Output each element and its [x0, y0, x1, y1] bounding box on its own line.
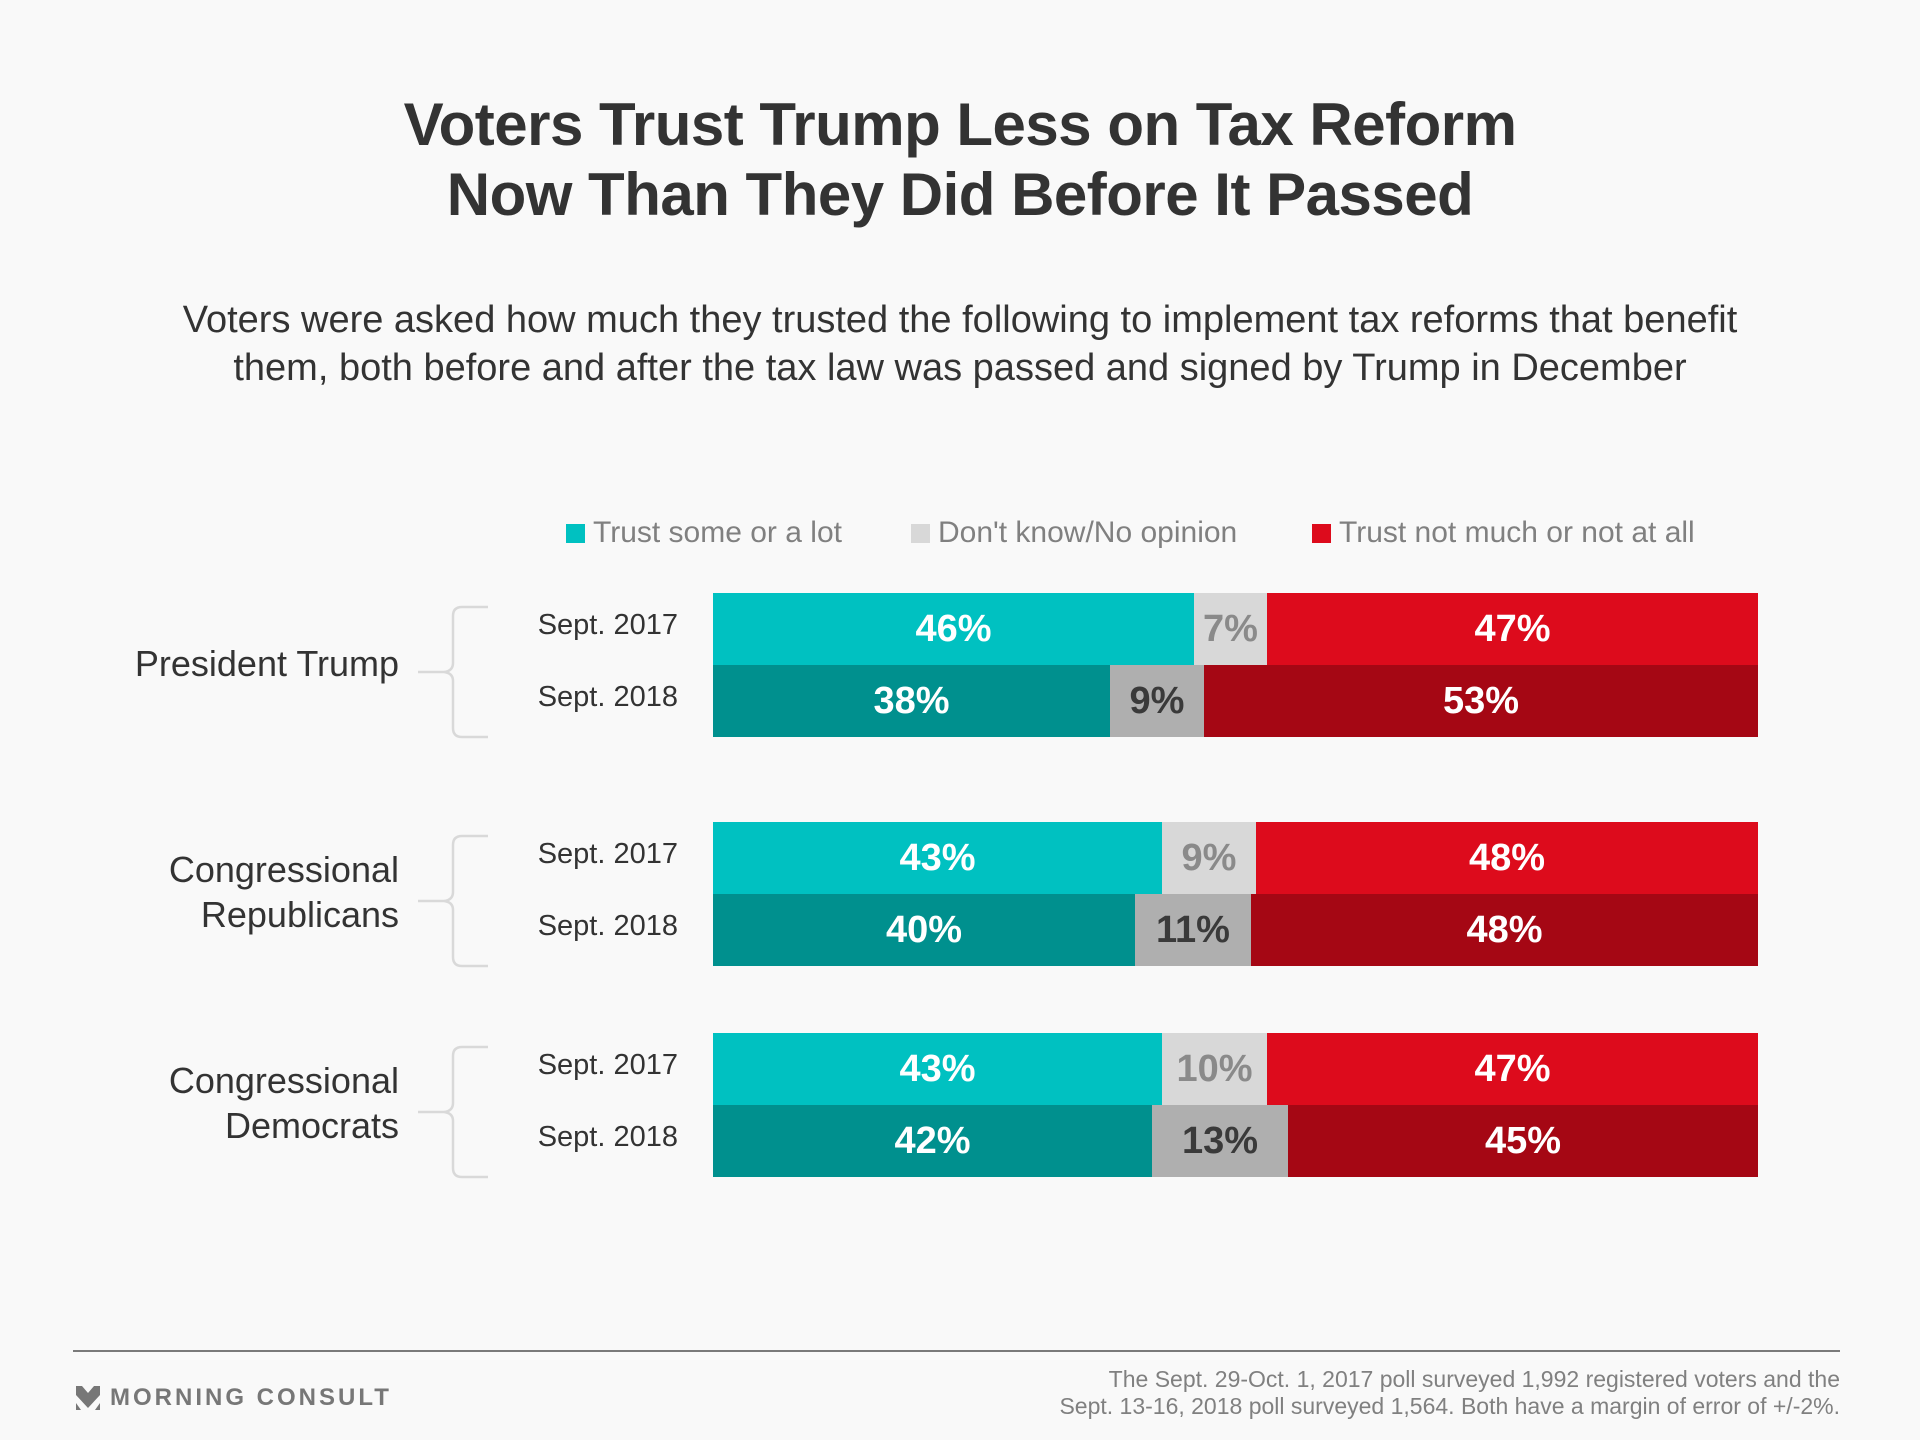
group-label-line: Republicans [200, 894, 399, 935]
methodology-note-line-1: The Sept. 29-Oct. 1, 2017 poll surveyed … [1108, 1366, 1840, 1392]
group-label-line: President Trump [134, 642, 399, 684]
bar-segment-distrust: 48% [1251, 894, 1758, 966]
footer-divider [73, 1350, 1840, 1352]
bar-segment-distrust: 47% [1267, 593, 1758, 665]
bar-segment-trust: 40% [713, 894, 1135, 966]
data-label: 40% [885, 908, 963, 951]
bar-segment-distrust: 53% [1204, 665, 1758, 737]
bar-row: 46% 7% 47% [713, 593, 1758, 665]
row-label: Sept. 2018 [537, 910, 678, 942]
data-label: 38% [873, 679, 950, 722]
data-label: 10% [1176, 1047, 1253, 1090]
legend-swatch-dont-know [911, 523, 930, 543]
data-label: 48% [1468, 836, 1546, 879]
data-label: 46% [915, 607, 992, 650]
chart-title-line-1: Voters Trust Trump Less on Tax Reform [403, 91, 1517, 158]
group-label: Congressional Republicans [169, 847, 399, 937]
chart-title-line-2: Now Than They Did Before It Passed [446, 161, 1474, 228]
chart-subtitle-line-2: them, both before and after the tax law … [233, 347, 1687, 389]
group-label: Congressional Democrats [169, 1058, 399, 1148]
legend-label-dont-know: Don't know/No opinion [938, 516, 1238, 549]
methodology-note-line-2: Sept. 13-16, 2018 poll surveyed 1,564. B… [1059, 1393, 1840, 1419]
bar-row: 43% 9% 48% [713, 822, 1758, 894]
row-label: Sept. 2018 [537, 1121, 678, 1153]
bar-segment-trust: 43% [713, 822, 1162, 894]
row-label: Sept. 2018 [537, 681, 678, 713]
legend-swatch-distrust [1312, 523, 1331, 543]
data-label: 9% [1181, 836, 1237, 879]
data-label: 43% [899, 836, 976, 879]
row-label: Sept. 2017 [537, 1049, 678, 1081]
data-label: 13% [1181, 1119, 1259, 1162]
data-label: 7% [1203, 607, 1258, 650]
row-label: Sept. 2017 [537, 838, 678, 870]
legend-item-distrust: Trust not much or not at all [1312, 516, 1695, 550]
bar-segment-dont-know: 7% [1194, 593, 1267, 665]
bar-segment-dont-know: 9% [1110, 665, 1204, 737]
bar-segment-distrust: 47% [1267, 1033, 1758, 1105]
bar-segment-distrust: 45% [1288, 1105, 1758, 1177]
chart-legend: Trust some or a lot Don't know/No opinio… [0, 516, 1920, 556]
bar-row: 40% 11% 48% [713, 894, 1758, 966]
brand-name: MORNING CONSULT [110, 1384, 392, 1411]
bar-segment-trust: 46% [713, 593, 1194, 665]
data-label: 53% [1442, 679, 1520, 722]
group-label-line: Congressional [168, 849, 399, 890]
legend-item-trust: Trust some or a lot [566, 516, 842, 550]
group-label-line: Congressional [168, 1060, 399, 1101]
data-label: 42% [894, 1119, 971, 1162]
bar-segment-trust: 43% [713, 1033, 1162, 1105]
bar-segment-dont-know: 10% [1162, 1033, 1267, 1105]
methodology-note: The Sept. 29-Oct. 1, 2017 poll surveyed … [1059, 1366, 1840, 1420]
bar-segment-distrust: 48% [1256, 822, 1758, 894]
legend-item-dont-know: Don't know/No opinion [911, 516, 1237, 550]
data-label: 47% [1474, 1047, 1551, 1090]
legend-label-trust: Trust some or a lot [593, 516, 842, 549]
group-label-line: Democrats [224, 1105, 399, 1146]
data-label: 9% [1129, 679, 1185, 722]
bar-row: 38% 9% 53% [713, 665, 1758, 737]
bar-segment-trust: 38% [713, 665, 1110, 737]
group-bracket [418, 605, 488, 739]
data-label: 45% [1484, 1119, 1562, 1162]
data-label: 48% [1466, 908, 1543, 951]
chart-title: Voters Trust Trump Less on Tax Reform No… [0, 90, 1920, 230]
bar-segment-dont-know: 9% [1162, 822, 1256, 894]
data-label: 47% [1474, 607, 1551, 650]
chart-subtitle: Voters were asked how much they trusted … [0, 296, 1920, 392]
group-bracket [418, 834, 488, 968]
data-label: 11% [1156, 908, 1230, 951]
row-label: Sept. 2017 [537, 609, 678, 641]
bar-row: 43% 10% 47% [713, 1033, 1758, 1105]
data-label: 43% [899, 1047, 976, 1090]
bar-segment-dont-know: 11% [1135, 894, 1251, 966]
legend-swatch-trust [566, 523, 585, 543]
morning-consult-logo: MORNING CONSULT [76, 1384, 392, 1412]
bar-segment-dont-know: 13% [1152, 1105, 1288, 1177]
morning-consult-chevron-icon [76, 1386, 100, 1410]
bar-segment-trust: 42% [713, 1105, 1152, 1177]
bar-row: 42% 13% 45% [713, 1105, 1758, 1177]
group-bracket [418, 1045, 488, 1179]
legend-label-distrust: Trust not much or not at all [1339, 516, 1695, 549]
chart-subtitle-line-1: Voters were asked how much they trusted … [182, 299, 1738, 341]
group-label: President Trump [135, 641, 399, 686]
